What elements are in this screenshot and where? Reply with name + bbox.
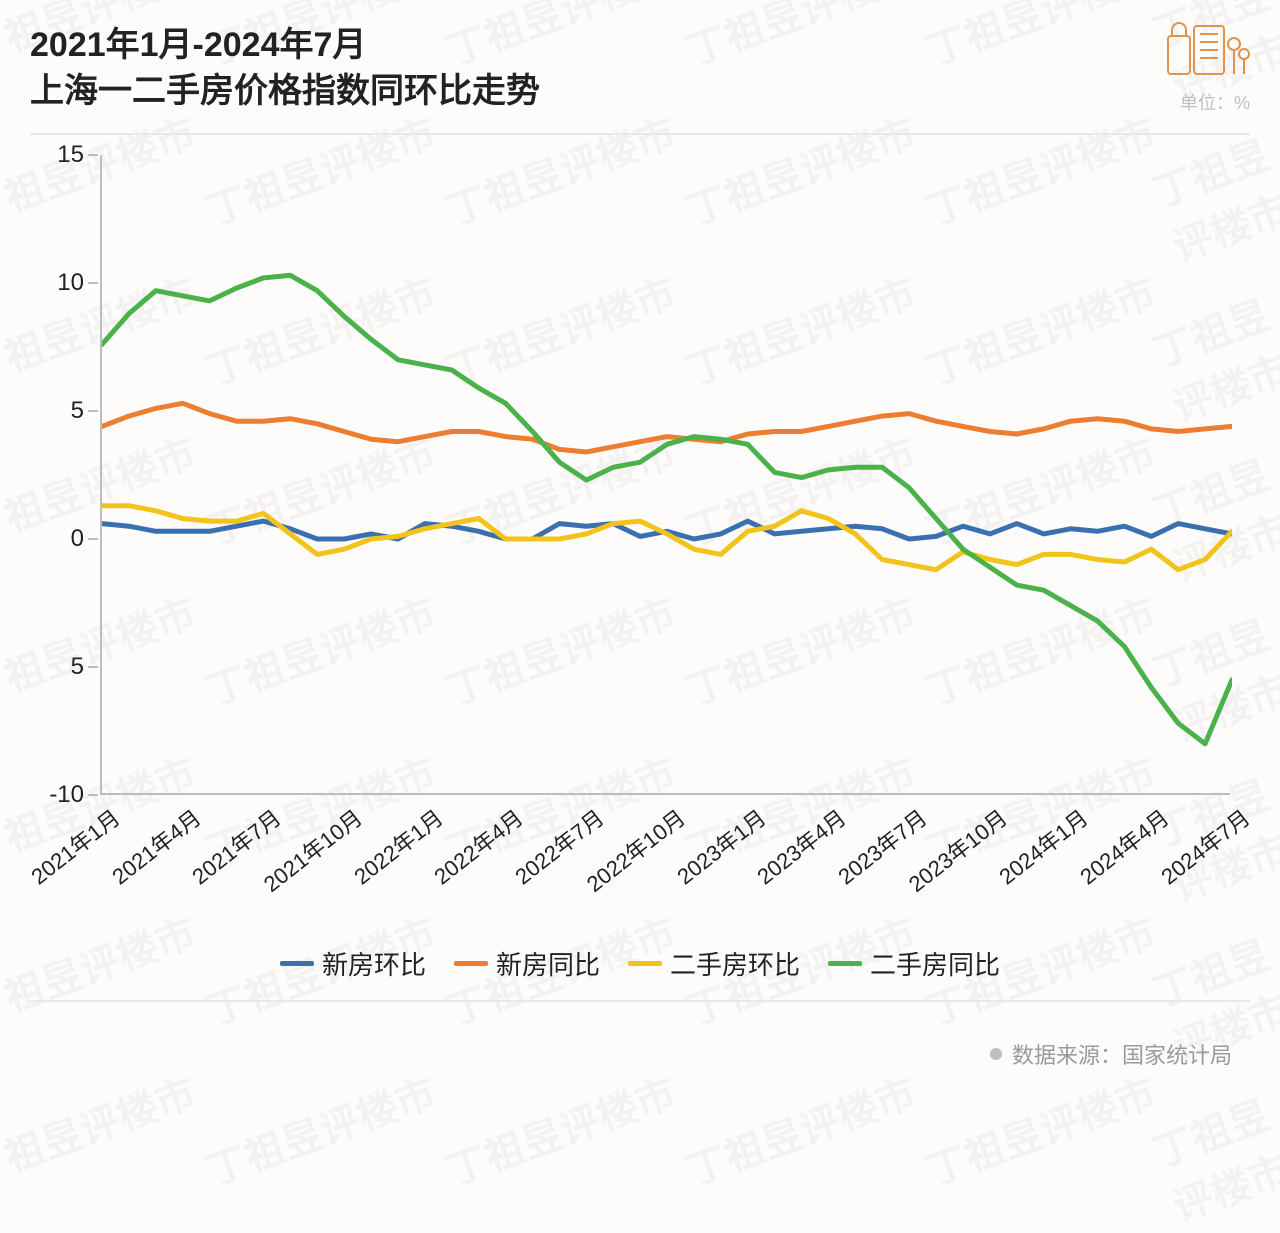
legend-item: 二手房同比: [828, 945, 1000, 982]
legend-item: 新房环比: [280, 945, 426, 982]
x-axis-label: 2023年4月: [750, 801, 853, 891]
chart-title: 2021年1月-2024年7月 上海一二手房价格指数同环比走势: [30, 23, 540, 115]
chart-header: 2021年1月-2024年7月 上海一二手房价格指数同环比走势 单位：%: [0, 0, 1280, 123]
legend-label: 二手房环比: [670, 945, 800, 982]
y-axis-label: 5: [32, 653, 84, 681]
x-axis-label: 2024年1月: [992, 801, 1095, 891]
x-axis-label: 2021年4月: [104, 801, 207, 891]
x-axis-label: 2022年1月: [346, 801, 449, 891]
x-axis-labels: 2021年1月2021年4月2021年7月2021年10月2022年1月2022…: [100, 795, 1230, 925]
y-axis-label: 0: [32, 525, 84, 553]
series-line: [102, 506, 1232, 570]
x-axis-label: 2024年7月: [1153, 801, 1256, 891]
line-chart: -105051015 2021年1月2021年4月2021年7月2021年10月…: [30, 155, 1250, 925]
legend-label: 新房环比: [322, 945, 426, 982]
legend-item: 新房同比: [454, 945, 600, 982]
unit-label: 单位：%: [1162, 89, 1250, 115]
title-line-1: 2021年1月-2024年7月: [30, 23, 540, 69]
legend-swatch: [280, 961, 314, 966]
header-divider: [30, 133, 1250, 135]
y-axis-label: 5: [32, 397, 84, 425]
legend-item: 二手房环比: [628, 945, 800, 982]
legend-label: 二手房同比: [870, 945, 1000, 982]
y-axis-label: 10: [32, 269, 84, 297]
chart-legend: 新房环比 新房同比 二手房环比 二手房同比: [0, 935, 1280, 1000]
series-line: [102, 275, 1232, 744]
data-source: 数据来源：国家统计局: [0, 1002, 1280, 1070]
header-right: 单位：%: [1162, 18, 1250, 115]
city-skyline-icon: [1162, 18, 1250, 83]
y-axis-label: -10: [32, 781, 84, 809]
y-axis-label: 15: [32, 141, 84, 169]
title-line-2: 上海一二手房价格指数同环比走势: [30, 69, 540, 115]
x-axis-label: 2024年4月: [1072, 801, 1175, 891]
x-axis-label: 2023年1月: [669, 801, 772, 891]
legend-swatch: [454, 961, 488, 966]
x-axis-label: 2022年4月: [427, 801, 530, 891]
plot-area: -105051015: [100, 155, 1230, 795]
bullet-icon: [990, 1048, 1002, 1060]
legend-swatch: [828, 961, 862, 966]
chart-lines-svg: [102, 155, 1232, 795]
source-text: 数据来源：国家统计局: [1012, 1038, 1232, 1070]
legend-label: 新房同比: [496, 945, 600, 982]
legend-swatch: [628, 961, 662, 966]
x-axis-label: 2021年1月: [23, 801, 126, 891]
